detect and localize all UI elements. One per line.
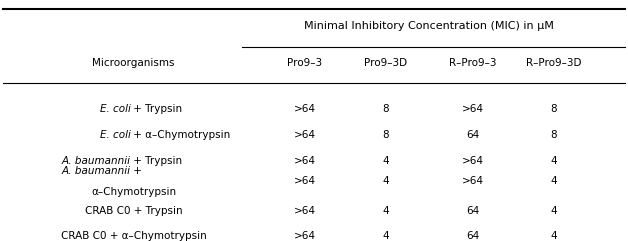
Text: 8: 8 [550, 104, 557, 114]
Text: 8: 8 [382, 130, 389, 140]
Text: + Trypsin: + Trypsin [131, 104, 183, 114]
Text: 4: 4 [550, 231, 557, 241]
Text: 64: 64 [466, 206, 479, 216]
Text: + Trypsin: + Trypsin [131, 156, 183, 166]
Text: 8: 8 [550, 130, 557, 140]
Text: 64: 64 [466, 130, 479, 140]
Text: 4: 4 [550, 176, 557, 186]
Text: 4: 4 [382, 176, 389, 186]
Text: α–Chymotrypsin: α–Chymotrypsin [91, 187, 176, 197]
Text: CRAB C0 + α–Chymotrypsin: CRAB C0 + α–Chymotrypsin [61, 231, 207, 241]
Text: 4: 4 [550, 206, 557, 216]
Text: 4: 4 [550, 156, 557, 166]
Text: Microorganisms: Microorganisms [92, 58, 175, 68]
Text: A. baumannii: A. baumannii [62, 156, 131, 166]
Text: R–Pro9–3: R–Pro9–3 [449, 58, 497, 68]
Text: Minimal Inhibitory Concentration (MIC) in μM: Minimal Inhibitory Concentration (MIC) i… [304, 21, 554, 31]
Text: Pro9–3D: Pro9–3D [364, 58, 407, 68]
Text: 4: 4 [382, 156, 389, 166]
Text: CRAB C0 + Trypsin: CRAB C0 + Trypsin [85, 206, 182, 216]
Text: >64: >64 [294, 176, 316, 186]
Text: +: + [131, 166, 143, 176]
Text: >64: >64 [294, 231, 316, 241]
Text: R–Pro9–3D: R–Pro9–3D [526, 58, 582, 68]
Text: + α–Chymotrypsin: + α–Chymotrypsin [131, 130, 230, 140]
Text: E. coli: E. coli [99, 104, 131, 114]
Text: >64: >64 [462, 156, 484, 166]
Text: >64: >64 [294, 104, 316, 114]
Text: 4: 4 [382, 231, 389, 241]
Text: >64: >64 [294, 130, 316, 140]
Text: 4: 4 [382, 206, 389, 216]
Text: >64: >64 [294, 156, 316, 166]
Text: E. coli: E. coli [99, 130, 131, 140]
Text: A. baumannii: A. baumannii [62, 166, 131, 176]
Text: >64: >64 [462, 176, 484, 186]
Text: 8: 8 [382, 104, 389, 114]
Text: 64: 64 [466, 231, 479, 241]
Text: >64: >64 [462, 104, 484, 114]
Text: >64: >64 [294, 206, 316, 216]
Text: Pro9–3: Pro9–3 [287, 58, 322, 68]
